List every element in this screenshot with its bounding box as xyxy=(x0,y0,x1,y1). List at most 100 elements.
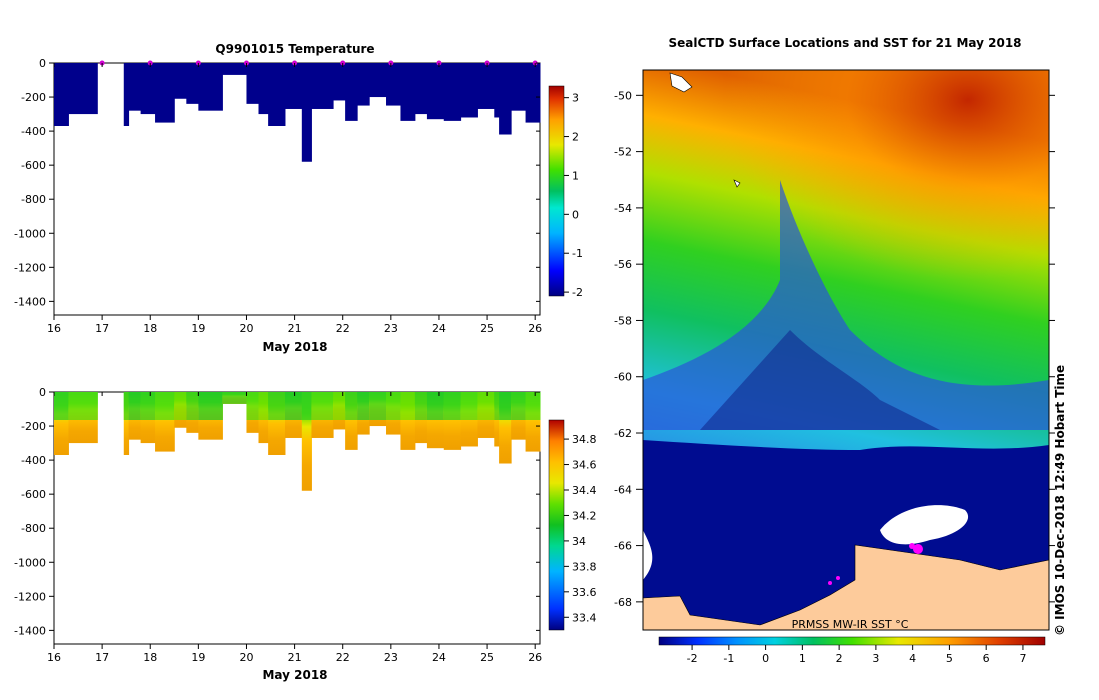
salinity-surface-band xyxy=(268,392,286,420)
colorbar-tick-label: 0 xyxy=(572,208,579,221)
sst-c-tick-label: 2 xyxy=(836,652,843,665)
temperature-profile-bar xyxy=(333,63,346,101)
x-tick-label: 19 xyxy=(191,322,205,335)
lat-tick-label: -64 xyxy=(614,483,632,496)
x-tick-label: 18 xyxy=(143,651,157,664)
temperature-profile-bar xyxy=(128,63,142,111)
x-tick-label: 20 xyxy=(239,322,253,335)
salinity-surface-band xyxy=(443,392,462,420)
temperature-profile-bar xyxy=(68,63,98,115)
x-tick-label: 16 xyxy=(47,651,61,664)
x-tick-label: 18 xyxy=(143,322,157,335)
salinity-surface-band xyxy=(333,392,346,420)
sst-c-tick-label: 3 xyxy=(872,652,879,665)
temperature-profile-bar xyxy=(54,63,69,126)
temperature-profile-bar xyxy=(369,63,387,98)
seal-track-point xyxy=(836,576,840,580)
salinity-surface-band xyxy=(284,392,303,420)
colorbar-tick-label: 33.8 xyxy=(572,560,597,573)
colorbar-tick-label: 33.6 xyxy=(572,586,597,599)
y-tick-label: -600 xyxy=(21,159,46,172)
salinity-surface-band xyxy=(494,392,500,420)
salinity-surface-band xyxy=(511,392,527,420)
temperature-profile-bar xyxy=(386,63,401,106)
temperature-colorbar xyxy=(548,85,565,297)
temperature-profile-bar xyxy=(246,63,260,104)
lat-tick-label: -50 xyxy=(614,89,632,102)
salinity-colorbar xyxy=(548,419,565,631)
x-tick-label: 21 xyxy=(288,322,302,335)
salinity-surface-band xyxy=(186,392,199,420)
temperature-profile-bar xyxy=(477,63,495,109)
colorbar-tick-label: 1 xyxy=(572,169,579,182)
sst-c-tick-label: 4 xyxy=(909,652,916,665)
colorbar-tick-label: 34.2 xyxy=(572,509,597,522)
temperature-profile-bar xyxy=(311,63,334,109)
temperature-profile-bar xyxy=(222,63,247,75)
x-tick-label: 17 xyxy=(95,322,109,335)
salinity-surface-band xyxy=(128,392,142,420)
x-tick-label: 24 xyxy=(432,651,446,664)
sst-c-tick-label: 7 xyxy=(1019,652,1026,665)
sst-field xyxy=(642,70,1050,631)
temperature-profile-bar xyxy=(499,63,512,135)
temperature-profile-bar xyxy=(284,63,303,109)
lat-tick-label: -58 xyxy=(614,314,632,327)
temperature-title: Q9901015 Temperature xyxy=(215,42,374,56)
y-tick-label: -1200 xyxy=(14,261,46,274)
temperature-profile-bar xyxy=(443,63,462,121)
temperature-profile-bar xyxy=(345,63,358,121)
temperature-profiles xyxy=(54,63,541,162)
temperature-colorbar-ticks: -2 -1 0 1 2 3 xyxy=(564,92,583,299)
temperature-profile-bar xyxy=(494,63,500,118)
x-tick-label: 24 xyxy=(432,322,446,335)
x-tick-label: 22 xyxy=(336,651,350,664)
salinity-surface-band xyxy=(400,392,416,420)
salinity-profiles xyxy=(54,392,541,491)
salinity-panel: 16 17 18 19 20 21 22 23 24 25 26 0 -200 -400 -600 -800… xyxy=(14,386,596,682)
colorbar-tick-label: 3 xyxy=(572,92,579,105)
temperature-profile-bar xyxy=(357,63,370,106)
temperature-profile-bar xyxy=(155,63,175,123)
x-tick-label: 25 xyxy=(480,651,494,664)
y-tick-label: -1000 xyxy=(14,556,46,569)
salinity-surface-band xyxy=(246,392,260,420)
sst-c-tick-label: 1 xyxy=(799,652,806,665)
map-source-label: PRMSS MW-IR SST °C xyxy=(792,618,909,631)
colorbar-tick-label: -2 xyxy=(572,286,583,299)
salinity-surface-band xyxy=(345,392,358,420)
temperature-y-axis: 0 -200 -400 -600 -800 -1000 -1200 -1400 xyxy=(14,57,540,308)
y-tick-label: -1000 xyxy=(14,227,46,240)
colorbar-tick-label: 34.8 xyxy=(572,433,597,446)
salinity-surface-band xyxy=(414,392,428,420)
salinity-surface-band xyxy=(460,392,478,420)
temperature-profile-bar xyxy=(511,63,527,111)
salinity-x-label: May 2018 xyxy=(262,668,327,682)
salinity-y-axis: 0 -200 -400 -600 -800 -1000 -1200 -1400 xyxy=(14,386,540,637)
colorbar-tick-label: -1 xyxy=(572,247,583,260)
y-tick-label: -800 xyxy=(21,522,46,535)
y-tick-label: -400 xyxy=(21,125,46,138)
y-tick-label: 0 xyxy=(39,57,46,70)
y-tick-label: -600 xyxy=(21,488,46,501)
salinity-colorbar-ticks: 33.4 33.6 33.8 34 34.2 34.4 34.6 34.8 xyxy=(564,433,597,624)
sst-c-tick-label: 5 xyxy=(946,652,953,665)
y-tick-label: -1400 xyxy=(14,295,46,308)
temperature-profile-bar xyxy=(186,63,199,104)
salinity-surface-band xyxy=(174,392,187,420)
sst-c-tick-label: 6 xyxy=(983,652,990,665)
temperature-x-label: May 2018 xyxy=(262,340,327,354)
sst-c-tick-label: -1 xyxy=(723,652,734,665)
x-tick-label: 16 xyxy=(47,322,61,335)
seal-track-point xyxy=(909,543,915,549)
temperature-profile-bar xyxy=(140,63,156,115)
temperature-profile-bar xyxy=(525,63,541,123)
temperature-profile-bar xyxy=(268,63,286,126)
y-tick-label: -1200 xyxy=(14,590,46,603)
seal-track-point xyxy=(828,581,832,585)
salinity-surface-band xyxy=(499,392,512,420)
salinity-surface-band xyxy=(357,392,370,420)
temperature-profile-bar xyxy=(198,63,223,111)
x-tick-label: 26 xyxy=(528,651,542,664)
sst-c-tick-label: -2 xyxy=(687,652,698,665)
